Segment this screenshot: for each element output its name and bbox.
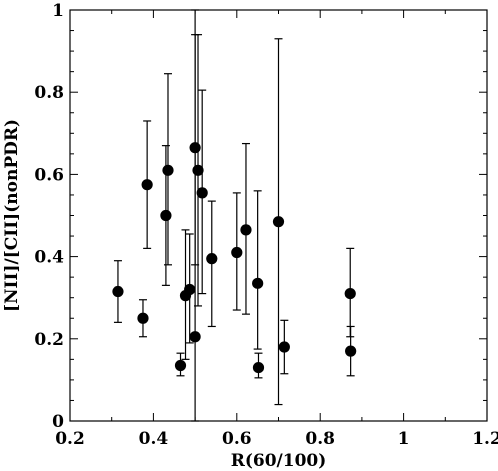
data-point	[278, 341, 290, 353]
data-points	[112, 142, 357, 374]
data-point	[344, 287, 356, 300]
x-tick-label: 0.6	[222, 429, 252, 449]
data-point	[112, 285, 124, 298]
data-point	[196, 187, 208, 199]
data-point	[231, 246, 243, 259]
data-point	[252, 361, 265, 374]
y-tick-label: 0.2	[34, 330, 64, 350]
data-point	[206, 253, 218, 265]
data-point	[252, 277, 264, 289]
x-tick-labels: 0.2 0.4 0.6 0.8 1 1.2	[55, 429, 498, 449]
y-tick-label: 0	[52, 412, 64, 432]
data-point	[192, 164, 204, 176]
x-tick-label: 1	[398, 429, 410, 449]
x-tick-label: 0.2	[55, 429, 85, 449]
y-tick-labels: 0 0.2 0.4 0.6 0.8 1	[34, 1, 64, 432]
data-point	[137, 312, 149, 324]
data-point	[141, 179, 153, 191]
y-axis-title: [NII]/[CII](nonPDR)	[2, 119, 22, 312]
data-point	[240, 224, 252, 236]
axis-ticks	[69, 9, 488, 422]
y-tick-label: 1	[52, 1, 64, 21]
x-axis-title: R(60/100)	[231, 451, 327, 471]
data-point	[162, 164, 174, 176]
y-tick-label: 0.6	[34, 165, 64, 185]
data-point	[184, 283, 196, 296]
data-point	[189, 142, 201, 154]
data-point	[160, 209, 172, 222]
x-tick-label: 1.2	[472, 429, 498, 449]
y-tick-label: 0.4	[34, 248, 64, 268]
x-tick-label: 0.8	[305, 429, 335, 449]
data-point	[345, 345, 357, 357]
data-point	[189, 331, 201, 343]
x-tick-label: 0.4	[139, 429, 169, 449]
data-point	[272, 216, 285, 228]
data-point	[174, 359, 187, 372]
y-tick-label: 0.8	[34, 83, 64, 103]
error-bars	[113, 9, 355, 422]
